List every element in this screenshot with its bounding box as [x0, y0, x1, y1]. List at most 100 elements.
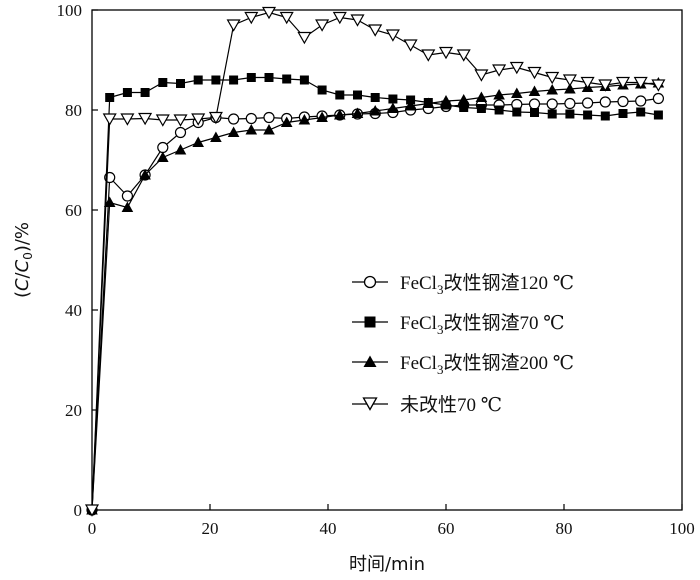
data-point-circle	[564, 97, 576, 110]
x-tick-label: 80	[556, 519, 573, 538]
data-point-square	[335, 90, 345, 100]
data-point-triangle-down	[208, 111, 223, 125]
data-point-triangle-up	[192, 136, 204, 147]
legend-marker-triangle-up-filled	[363, 355, 377, 367]
data-point-triangle-down	[527, 66, 542, 80]
data-point-triangle-up	[511, 87, 523, 98]
svg-text:未改性70 ℃: 未改性70 ℃	[400, 394, 502, 416]
data-point-triangle-up	[263, 124, 275, 135]
y-tick-label: 80	[65, 101, 82, 120]
data-point-triangle-up	[157, 151, 169, 162]
axis-ticks: 0 20 40 60 80 100 0 20 40 60 80 100	[57, 1, 695, 538]
data-point-square	[512, 107, 522, 117]
data-point-triangle-down	[580, 76, 595, 90]
data-point-triangle-up	[280, 116, 293, 127]
data-point-circle	[263, 111, 275, 124]
data-point-square	[653, 110, 663, 120]
svg-text:FeCl3改性钢渣70 ℃: FeCl3改性钢渣70 ℃	[400, 312, 564, 337]
data-point-circle	[174, 126, 187, 139]
svg-text:FeCl3改性钢渣200 ℃: FeCl3改性钢渣200 ℃	[400, 352, 574, 377]
data-point-square	[530, 108, 539, 117]
data-point-triangle-up	[298, 114, 311, 125]
data-point-square	[618, 109, 628, 118]
data-point-square	[600, 111, 610, 121]
data-point-triangle-up	[210, 131, 222, 142]
data-point-triangle-down	[244, 11, 259, 25]
series-layer	[84, 6, 666, 517]
x-tick-label: 60	[438, 519, 455, 538]
series-2	[87, 73, 663, 515]
data-point-triangle-down	[368, 24, 383, 37]
data-point-circle	[121, 190, 134, 202]
legend-item-fecl3-70: FeCl3改性钢渣70 ℃	[352, 312, 564, 337]
data-point-triangle-down	[403, 39, 418, 52]
data-point-triangle-up	[422, 97, 435, 108]
legend-label-3: FeCl	[400, 353, 437, 374]
data-point-triangle-up	[103, 196, 116, 207]
legend-item-fecl3-200: FeCl3改性钢渣200 ℃	[352, 352, 574, 377]
data-point-triangle-down	[492, 64, 507, 77]
y-axis-title: (C/C0)/%	[12, 222, 35, 298]
data-point-circle	[652, 92, 665, 105]
data-point-triangle-up	[457, 94, 470, 105]
data-point-square	[299, 75, 309, 85]
data-point-triangle-up	[493, 89, 505, 100]
data-point-square	[388, 94, 398, 104]
legend: FeCl3改性钢渣120 ℃ FeCl3改性钢渣70 ℃ FeCl3改性钢渣20…	[352, 272, 574, 416]
data-point-square	[565, 109, 575, 119]
data-point-square	[317, 85, 327, 95]
legend-label-4: 未改性70 ℃	[400, 394, 502, 416]
y-tick-label: 100	[57, 1, 83, 20]
data-point-triangle-up	[475, 91, 488, 102]
data-point-square	[122, 88, 132, 97]
y-tick-label: 40	[65, 301, 82, 320]
data-point-square	[282, 74, 292, 84]
data-point-triangle-down	[350, 14, 365, 27]
data-point-triangle-down	[84, 504, 100, 517]
x-axis-title: 时间/min	[349, 554, 425, 575]
series-4	[84, 6, 666, 517]
data-point-square	[229, 75, 239, 85]
data-point-square	[583, 110, 593, 120]
data-point-triangle-down	[226, 19, 241, 32]
data-point-circle	[581, 97, 594, 109]
data-point-triangle-up	[404, 100, 417, 111]
series-line	[91, 97, 659, 511]
legend-label-1: FeCl	[400, 273, 437, 294]
data-point-triangle-up	[351, 107, 364, 118]
data-point-square	[494, 105, 504, 115]
data-point-triangle-up	[546, 84, 558, 95]
data-point-triangle-up	[245, 124, 258, 135]
data-point-triangle-down	[155, 114, 170, 127]
series-1	[86, 92, 665, 516]
data-point-triangle-up	[334, 109, 346, 120]
data-point-circle	[599, 96, 611, 108]
data-point-circle	[617, 95, 629, 108]
data-point-triangle-down	[138, 112, 153, 126]
data-point-triangle-down	[651, 79, 666, 92]
data-point-triangle-down	[102, 113, 117, 126]
data-point-triangle-up	[528, 85, 541, 96]
legend-marker-triangle-down-open	[362, 397, 378, 411]
x-tick-label: 0	[88, 519, 97, 538]
data-point-triangle-up	[139, 169, 151, 180]
data-point-triangle-up	[387, 102, 399, 113]
data-point-square	[264, 73, 274, 82]
data-point-triangle-down	[545, 71, 560, 85]
data-point-triangle-down	[332, 11, 347, 25]
legend-marker-square-filled	[364, 316, 376, 328]
data-point-square	[140, 88, 150, 97]
data-point-triangle-down	[474, 69, 489, 82]
data-point-triangle-down	[191, 113, 206, 126]
legend-label-2: FeCl	[400, 313, 437, 334]
data-point-triangle-up	[121, 201, 134, 212]
data-point-triangle-down	[421, 49, 436, 62]
data-point-triangle-down	[633, 76, 648, 90]
series-line	[91, 82, 659, 511]
plot-frame	[91, 9, 683, 511]
legend-marker-circle-open	[363, 275, 377, 289]
data-point-square	[105, 93, 115, 102]
series-3	[86, 77, 665, 515]
data-point-square	[176, 79, 185, 88]
